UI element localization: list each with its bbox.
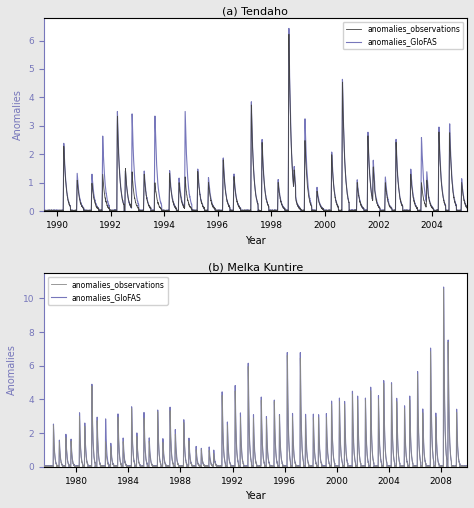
anomalies_GloFAS: [203, 464, 209, 470]
anomalies_observations: [118, 460, 123, 466]
Line: anomalies_GloFAS: anomalies_GloFAS: [44, 28, 467, 211]
anomalies_observations: [202, 463, 208, 469]
anomalies_GloFAS: [441, 284, 447, 290]
anomalies_GloFAS: [41, 207, 46, 213]
Title: (a) Tendaho: (a) Tendaho: [222, 7, 288, 17]
anomalies_GloFAS: [203, 208, 209, 214]
Line: anomalies_observations: anomalies_observations: [44, 34, 467, 211]
anomalies_GloFAS: [203, 208, 209, 214]
anomalies_observations: [464, 204, 470, 210]
anomalies_observations: [456, 208, 462, 214]
anomalies_observations: [312, 208, 318, 214]
anomalies_observations: [441, 286, 447, 292]
anomalies_observations: [41, 208, 46, 214]
anomalies_observations: [41, 464, 46, 470]
anomalies_GloFAS: [410, 194, 416, 200]
anomalies_observations: [89, 180, 95, 186]
anomalies_GloFAS: [106, 464, 112, 470]
anomalies_GloFAS: [357, 454, 363, 460]
anomalies_observations: [286, 31, 292, 37]
anomalies_observations: [389, 401, 395, 407]
anomalies_observations: [114, 150, 120, 156]
anomalies_observations: [203, 207, 209, 213]
anomalies_GloFAS: [464, 463, 470, 469]
anomalies_observations: [316, 432, 322, 438]
X-axis label: Year: Year: [245, 491, 266, 501]
anomalies_observations: [221, 176, 227, 182]
Line: anomalies_observations: anomalies_observations: [44, 289, 467, 467]
Title: (b) Melka Kuntire: (b) Melka Kuntire: [208, 262, 303, 272]
Y-axis label: Anomalies: Anomalies: [7, 344, 17, 395]
anomalies_observations: [464, 464, 469, 470]
anomalies_GloFAS: [89, 171, 95, 177]
anomalies_GloFAS: [316, 432, 322, 438]
Y-axis label: Anomalies: Anomalies: [13, 89, 23, 140]
anomalies_GloFAS: [118, 460, 124, 466]
anomalies_GloFAS: [389, 405, 395, 411]
anomalies_GloFAS: [41, 463, 46, 469]
anomalies_observations: [464, 463, 470, 469]
anomalies_observations: [410, 196, 416, 202]
anomalies_observations: [295, 463, 301, 469]
anomalies_GloFAS: [456, 208, 462, 214]
anomalies_GloFAS: [222, 176, 228, 182]
Legend: anomalies_observations, anomalies_GloFAS: anomalies_observations, anomalies_GloFAS: [343, 21, 463, 49]
Legend: anomalies_observations, anomalies_GloFAS: anomalies_observations, anomalies_GloFAS: [47, 277, 168, 305]
anomalies_GloFAS: [464, 205, 470, 211]
anomalies_observations: [357, 454, 363, 460]
X-axis label: Year: Year: [245, 236, 266, 246]
anomalies_GloFAS: [295, 463, 301, 469]
anomalies_GloFAS: [286, 25, 292, 31]
anomalies_GloFAS: [114, 147, 120, 153]
Line: anomalies_GloFAS: anomalies_GloFAS: [44, 287, 467, 467]
